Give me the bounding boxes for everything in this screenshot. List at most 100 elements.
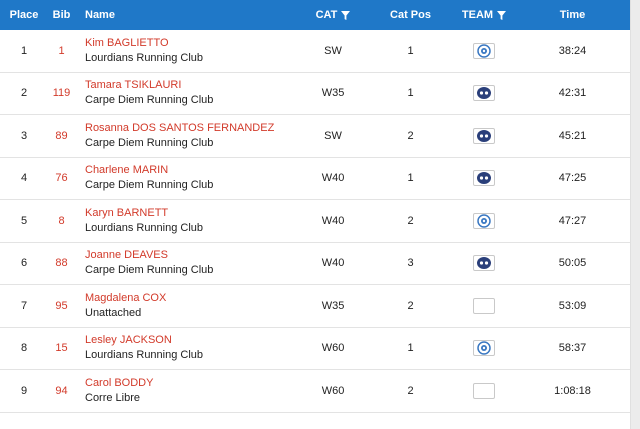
runner-cell: Rosanna DOS SANTOS FERNANDEZ Carpe Diem R… bbox=[75, 121, 293, 151]
table-row[interactable]: 5 8 Karyn BARNETT Lourdians Running Club W40… bbox=[0, 200, 630, 243]
bib-value: 94 bbox=[55, 384, 68, 397]
bib-value: 1 bbox=[58, 44, 65, 57]
team-cell bbox=[448, 255, 520, 272]
bib-value: 119 bbox=[52, 87, 71, 100]
table-row[interactable]: 4 76 Charlene MARIN Carpe Diem Running Club… bbox=[0, 158, 630, 200]
header-cat[interactable]: CAT bbox=[293, 9, 373, 21]
time-value: 42:31 bbox=[558, 87, 587, 100]
runner-name-link[interactable]: Carol BODDY bbox=[85, 376, 154, 389]
club-name: Unattached bbox=[85, 306, 142, 319]
category-position-value: 2 bbox=[407, 214, 414, 227]
club-name: Lourdians Running Club bbox=[85, 349, 204, 362]
runner-name-link[interactable]: Magdalena COX bbox=[85, 291, 167, 304]
place-value: 3 bbox=[20, 129, 28, 142]
bib-value: 76 bbox=[55, 172, 68, 185]
category-value: SW bbox=[324, 129, 342, 142]
category-position-value: 2 bbox=[407, 384, 414, 397]
place-value: 7 bbox=[20, 299, 28, 312]
table-row[interactable]: 9 94 Carol BODDY Corre Libre W60 2 1:08:18 bbox=[0, 370, 630, 413]
category-position-value: 2 bbox=[407, 299, 414, 312]
team-cell bbox=[448, 297, 520, 314]
table-row[interactable]: 3 89 Rosanna DOS SANTOS FERNANDEZ Carpe Die… bbox=[0, 115, 630, 158]
category-value: W35 bbox=[321, 299, 345, 312]
table-row[interactable]: 2 119 Tamara TSIKLAURI Carpe Diem Running C… bbox=[0, 73, 630, 115]
team-cell bbox=[448, 170, 520, 187]
table-row[interactable]: 8 15 Lesley JACKSON Lourdians Running Club W… bbox=[0, 328, 630, 370]
header-cat-label: CAT bbox=[315, 9, 338, 21]
category-position-value: 1 bbox=[407, 342, 414, 355]
lourdians-logo-icon[interactable] bbox=[473, 212, 495, 229]
team-cell bbox=[448, 212, 520, 229]
header-catpos[interactable]: Cat Pos bbox=[390, 9, 431, 21]
category-position-value: 2 bbox=[407, 129, 414, 142]
scrollbar-track[interactable] bbox=[630, 0, 640, 429]
carpe-diem-logo-icon[interactable] bbox=[473, 85, 495, 102]
runner-cell: Magdalena COX Unattached bbox=[75, 291, 293, 321]
place-value: 5 bbox=[20, 214, 28, 227]
bib-value: 8 bbox=[58, 214, 65, 227]
runner-cell: Kim BAGLIETTO Lourdians Running Club bbox=[75, 36, 293, 66]
runner-cell: Tamara TSIKLAURI Carpe Diem Running Club bbox=[75, 78, 293, 108]
runner-cell: Carol BODDY Corre Libre bbox=[75, 376, 293, 406]
time-value: 38:24 bbox=[558, 44, 587, 57]
runner-name-link[interactable]: Kim BAGLIETTO bbox=[85, 36, 169, 49]
time-value: 45:21 bbox=[558, 129, 587, 142]
team-cell bbox=[448, 127, 520, 144]
place-value: 9 bbox=[20, 384, 28, 397]
carpe-diem-logo-icon[interactable] bbox=[473, 255, 495, 272]
header-place[interactable]: Place bbox=[9, 9, 39, 21]
time-value: 58:37 bbox=[558, 342, 587, 355]
category-value: W35 bbox=[321, 87, 345, 100]
category-position-value: 1 bbox=[407, 172, 414, 185]
table-row[interactable]: 7 95 Magdalena COX Unattached W35 2 53:09 bbox=[0, 285, 630, 328]
team-cell bbox=[448, 42, 520, 59]
category-value: SW bbox=[324, 44, 342, 57]
category-value: W40 bbox=[321, 257, 345, 270]
runner-cell: Lesley JACKSON Lourdians Running Club bbox=[75, 333, 293, 363]
bib-value: 15 bbox=[55, 342, 68, 355]
bib-value: 88 bbox=[55, 257, 68, 270]
header-team[interactable]: TEAM bbox=[448, 9, 520, 21]
empty-badge-icon[interactable] bbox=[473, 297, 495, 314]
team-cell bbox=[448, 382, 520, 399]
place-value: 6 bbox=[20, 257, 28, 270]
category-position-value: 3 bbox=[407, 257, 414, 270]
filter-icon[interactable] bbox=[341, 10, 351, 20]
club-name: Corre Libre bbox=[85, 391, 141, 404]
lourdians-logo-icon[interactable] bbox=[473, 42, 495, 59]
runner-cell: Karyn BARNETT Lourdians Running Club bbox=[75, 206, 293, 236]
runner-cell: Joanne DEAVES Carpe Diem Running Club bbox=[75, 248, 293, 278]
bib-value: 89 bbox=[55, 129, 68, 142]
runner-name-link[interactable]: Tamara TSIKLAURI bbox=[85, 79, 182, 92]
runner-name-link[interactable]: Karyn BARNETT bbox=[85, 206, 169, 219]
place-value: 4 bbox=[20, 172, 28, 185]
header-name[interactable]: Name bbox=[85, 9, 115, 21]
time-value: 53:09 bbox=[558, 299, 587, 312]
runner-name-link[interactable]: Charlene MARIN bbox=[85, 164, 169, 177]
header-bib[interactable]: Bib bbox=[52, 9, 71, 21]
club-name: Carpe Diem Running Club bbox=[85, 179, 214, 192]
runner-name-link[interactable]: Rosanna DOS SANTOS FERNANDEZ bbox=[85, 121, 275, 134]
lourdians-logo-icon[interactable] bbox=[473, 340, 495, 357]
category-value: W40 bbox=[321, 214, 345, 227]
time-value: 47:27 bbox=[558, 214, 587, 227]
filter-icon[interactable] bbox=[497, 10, 507, 20]
carpe-diem-logo-icon[interactable] bbox=[473, 170, 495, 187]
place-value: 2 bbox=[20, 87, 28, 100]
category-value: W40 bbox=[321, 172, 345, 185]
runner-name-link[interactable]: Lesley JACKSON bbox=[85, 334, 172, 347]
table-row[interactable]: 1 1 Kim BAGLIETTO Lourdians Running Club SW 1… bbox=[0, 30, 630, 73]
runner-name-link[interactable]: Joanne DEAVES bbox=[85, 249, 168, 262]
empty-badge-icon[interactable] bbox=[473, 382, 495, 399]
category-value: W60 bbox=[321, 384, 345, 397]
team-cell bbox=[448, 340, 520, 357]
category-position-value: 1 bbox=[407, 44, 414, 57]
table-row[interactable]: 6 88 Joanne DEAVES Carpe Diem Running Club W… bbox=[0, 243, 630, 285]
category-value: W60 bbox=[321, 342, 345, 355]
club-name: Carpe Diem Running Club bbox=[85, 94, 214, 107]
time-value: 50:05 bbox=[558, 257, 587, 270]
category-position-value: 1 bbox=[407, 87, 414, 100]
carpe-diem-logo-icon[interactable] bbox=[473, 127, 495, 144]
header-time[interactable]: Time bbox=[559, 9, 586, 21]
